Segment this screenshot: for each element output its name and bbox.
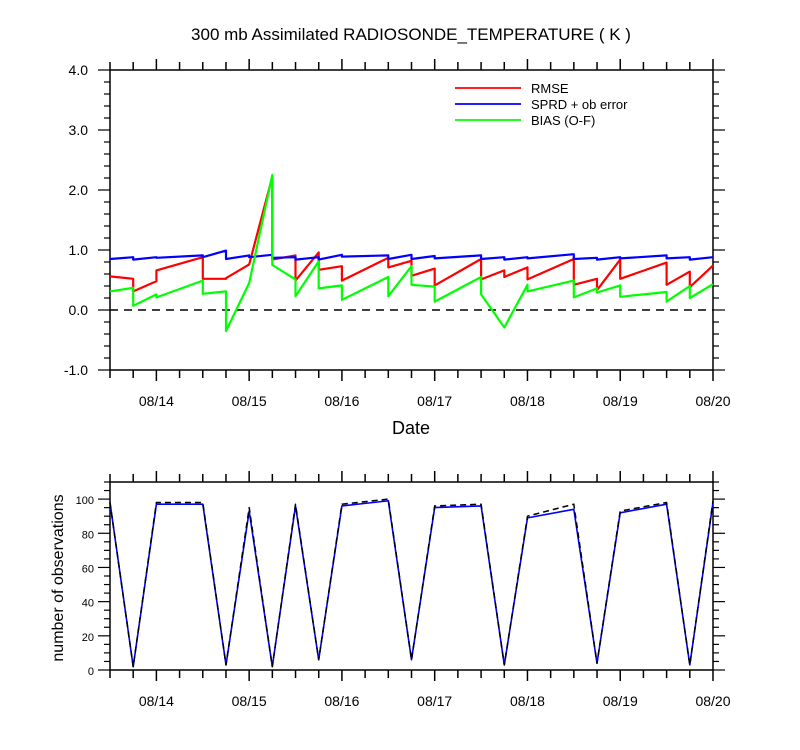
bottom-frame xyxy=(109,481,714,671)
top-y-tick-label: 4.0 xyxy=(69,62,89,78)
bottom-x-tick-label: 08/14 xyxy=(139,693,174,709)
top-x-tick-label: 08/20 xyxy=(695,393,730,409)
bottom-y-tick-label: 100 xyxy=(76,495,94,507)
top-series-group xyxy=(109,173,714,333)
chart-title: 300 mb Assimilated RADIOSONDE_TEMPERATUR… xyxy=(191,25,631,44)
top-series-rmse xyxy=(109,175,714,293)
top-y-tick-label: 0.0 xyxy=(69,302,89,318)
top-x-tick-label: 08/19 xyxy=(603,393,638,409)
top-x-tick-label: 08/18 xyxy=(510,393,545,409)
top-frame xyxy=(109,69,714,371)
bottom-x-tick-label: 08/20 xyxy=(695,693,730,709)
x-axis-label: Date xyxy=(392,418,430,438)
bottom-y-tick-label: 20 xyxy=(82,632,94,644)
legend-label: BIAS (O-F) xyxy=(531,113,595,128)
legend-label: SPRD + ob error xyxy=(531,97,628,112)
bottom-series-possible xyxy=(109,498,714,668)
y-axis-label-observations: number of observations xyxy=(50,494,67,661)
bottom-x-tick-label: 08/19 xyxy=(603,693,638,709)
bottom-x-tick-label: 08/18 xyxy=(510,693,545,709)
top-axes: 08/14 08/15 08/16 08/17 08/18 08/19 08/20 -1.0 0… xyxy=(64,59,731,409)
bottom-y-tick-label: 0 xyxy=(88,666,94,678)
top-x-tick-label: 08/17 xyxy=(417,393,452,409)
bottom-y-tick-label: 80 xyxy=(82,529,94,541)
observation-count-chart: 08/14 08/15 08/16 08/17 08/18 08/19 08/20 0 20 40… xyxy=(50,471,731,709)
bottom-x-tick-label: 08/15 xyxy=(232,693,267,709)
bottom-x-tick-label: 08/17 xyxy=(417,693,452,709)
bottom-y-tick-label: 60 xyxy=(82,563,94,575)
top-series-sprd-ob-error xyxy=(109,249,714,261)
top-y-tick-label: -1.0 xyxy=(64,362,88,378)
bottom-x-tick-label: 08/16 xyxy=(324,693,359,709)
bottom-axes: 08/14 08/15 08/16 08/17 08/18 08/19 08/20 0 20 40… xyxy=(76,471,731,709)
top-y-tick-label: 2.0 xyxy=(69,182,89,198)
top-y-tick-label: 1.0 xyxy=(69,242,89,258)
top-x-tick-label: 08/14 xyxy=(139,393,174,409)
legend-label: RMSE xyxy=(531,81,569,96)
bottom-series-group xyxy=(109,498,714,668)
top-y-tick-label: 3.0 xyxy=(69,122,89,138)
bottom-series-used xyxy=(109,500,714,668)
rmse-spread-bias-chart: 300 mb Assimilated RADIOSONDE_TEMPERATUR… xyxy=(64,25,731,438)
top-x-tick-label: 08/16 xyxy=(324,393,359,409)
bottom-y-tick-label: 40 xyxy=(82,598,94,610)
top-series-bias-o-f xyxy=(109,173,714,333)
top-x-tick-label: 08/15 xyxy=(232,393,267,409)
